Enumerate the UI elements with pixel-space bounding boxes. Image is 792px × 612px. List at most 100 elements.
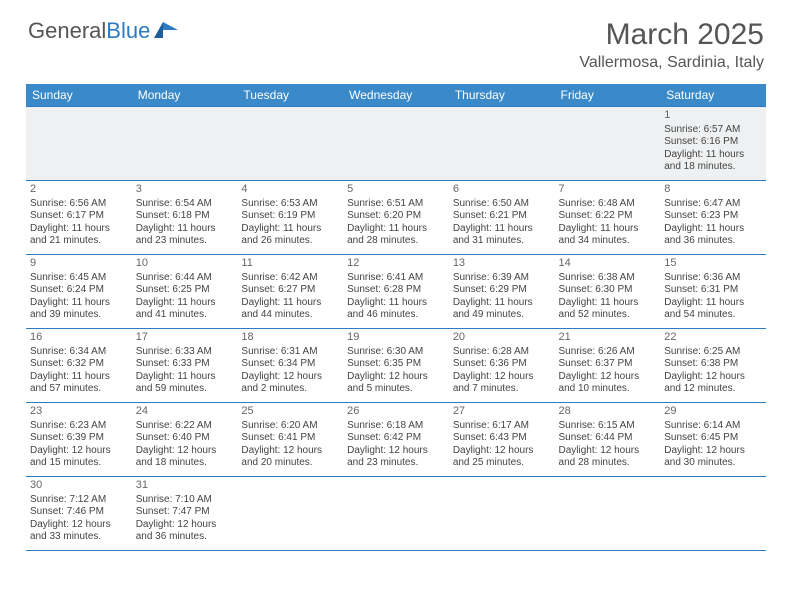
sunset-line: Sunset: 6:18 PM [136, 210, 234, 223]
daylight-line: Daylight: 11 hours and 49 minutes. [453, 297, 551, 322]
calendar-cell: 3Sunrise: 6:54 AMSunset: 6:18 PMDaylight… [132, 181, 238, 255]
daylight-line: Daylight: 12 hours and 36 minutes. [136, 519, 234, 544]
day-number: 14 [559, 257, 657, 271]
day-number: 23 [30, 405, 128, 419]
sunrise-line: Sunrise: 6:15 AM [559, 420, 657, 433]
day-number: 9 [30, 257, 128, 271]
day-number: 30 [30, 479, 128, 493]
sunrise-line: Sunrise: 6:51 AM [347, 198, 445, 211]
sunset-line: Sunset: 6:36 PM [453, 358, 551, 371]
daylight-line: Daylight: 12 hours and 20 minutes. [241, 445, 339, 470]
sunset-line: Sunset: 6:33 PM [136, 358, 234, 371]
sunset-line: Sunset: 6:34 PM [241, 358, 339, 371]
day-header: Sunday [26, 84, 132, 107]
sunrise-line: Sunrise: 6:30 AM [347, 346, 445, 359]
sunrise-line: Sunrise: 6:39 AM [453, 272, 551, 285]
day-number: 5 [347, 183, 445, 197]
sunrise-line: Sunrise: 6:31 AM [241, 346, 339, 359]
day-number: 16 [30, 331, 128, 345]
calendar-cell [343, 477, 449, 551]
calendar-cell: 10Sunrise: 6:44 AMSunset: 6:25 PMDayligh… [132, 255, 238, 329]
daylight-line: Daylight: 12 hours and 7 minutes. [453, 371, 551, 396]
sunrise-line: Sunrise: 6:26 AM [559, 346, 657, 359]
calendar-cell [555, 107, 661, 181]
daylight-line: Daylight: 11 hours and 39 minutes. [30, 297, 128, 322]
calendar-cell: 25Sunrise: 6:20 AMSunset: 6:41 PMDayligh… [237, 403, 343, 477]
daylight-line: Daylight: 12 hours and 10 minutes. [559, 371, 657, 396]
daylight-line: Daylight: 11 hours and 44 minutes. [241, 297, 339, 322]
day-number: 25 [241, 405, 339, 419]
sunset-line: Sunset: 7:47 PM [136, 506, 234, 519]
daylight-line: Daylight: 11 hours and 34 minutes. [559, 223, 657, 248]
calendar-cell: 17Sunrise: 6:33 AMSunset: 6:33 PMDayligh… [132, 329, 238, 403]
calendar-cell: 19Sunrise: 6:30 AMSunset: 6:35 PMDayligh… [343, 329, 449, 403]
sunset-line: Sunset: 6:24 PM [30, 284, 128, 297]
calendar-cell [449, 107, 555, 181]
sunset-line: Sunset: 6:39 PM [30, 432, 128, 445]
sunrise-line: Sunrise: 6:36 AM [664, 272, 762, 285]
day-number: 22 [664, 331, 762, 345]
calendar-cell: 23Sunrise: 6:23 AMSunset: 6:39 PMDayligh… [26, 403, 132, 477]
calendar-cell: 21Sunrise: 6:26 AMSunset: 6:37 PMDayligh… [555, 329, 661, 403]
flag-icon [154, 18, 180, 44]
calendar-cell: 26Sunrise: 6:18 AMSunset: 6:42 PMDayligh… [343, 403, 449, 477]
sunrise-line: Sunrise: 6:50 AM [453, 198, 551, 211]
day-number: 4 [241, 183, 339, 197]
day-header: Friday [555, 84, 661, 107]
calendar-body: 1Sunrise: 6:57 AMSunset: 6:16 PMDaylight… [26, 107, 766, 551]
daylight-line: Daylight: 11 hours and 26 minutes. [241, 223, 339, 248]
calendar-cell [26, 107, 132, 181]
calendar-cell: 8Sunrise: 6:47 AMSunset: 6:23 PMDaylight… [660, 181, 766, 255]
calendar-cell: 5Sunrise: 6:51 AMSunset: 6:20 PMDaylight… [343, 181, 449, 255]
day-header: Tuesday [237, 84, 343, 107]
sunset-line: Sunset: 7:46 PM [30, 506, 128, 519]
calendar-cell: 14Sunrise: 6:38 AMSunset: 6:30 PMDayligh… [555, 255, 661, 329]
sunrise-line: Sunrise: 6:38 AM [559, 272, 657, 285]
title-block: March 2025 Vallermosa, Sardinia, Italy [579, 18, 764, 72]
calendar-cell [660, 477, 766, 551]
sunrise-line: Sunrise: 6:23 AM [30, 420, 128, 433]
calendar-cell: 31Sunrise: 7:10 AMSunset: 7:47 PMDayligh… [132, 477, 238, 551]
header: GeneralBlue March 2025 Vallermosa, Sardi… [0, 0, 792, 78]
day-number: 3 [136, 183, 234, 197]
calendar-cell: 13Sunrise: 6:39 AMSunset: 6:29 PMDayligh… [449, 255, 555, 329]
sunset-line: Sunset: 6:28 PM [347, 284, 445, 297]
sunset-line: Sunset: 6:23 PM [664, 210, 762, 223]
calendar-cell [237, 107, 343, 181]
sunrise-line: Sunrise: 6:47 AM [664, 198, 762, 211]
sunset-line: Sunset: 6:45 PM [664, 432, 762, 445]
page-title: March 2025 [579, 18, 764, 52]
day-number: 21 [559, 331, 657, 345]
calendar-header-row: SundayMondayTuesdayWednesdayThursdayFrid… [26, 84, 766, 107]
day-header: Saturday [660, 84, 766, 107]
daylight-line: Daylight: 11 hours and 54 minutes. [664, 297, 762, 322]
sunrise-line: Sunrise: 6:28 AM [453, 346, 551, 359]
brand-logo: GeneralBlue [28, 18, 180, 44]
daylight-line: Daylight: 11 hours and 59 minutes. [136, 371, 234, 396]
logo-text-general: General [28, 18, 106, 44]
sunrise-line: Sunrise: 6:14 AM [664, 420, 762, 433]
sunset-line: Sunset: 6:40 PM [136, 432, 234, 445]
sunrise-line: Sunrise: 6:44 AM [136, 272, 234, 285]
daylight-line: Daylight: 12 hours and 23 minutes. [347, 445, 445, 470]
calendar-cell: 18Sunrise: 6:31 AMSunset: 6:34 PMDayligh… [237, 329, 343, 403]
sunrise-line: Sunrise: 6:41 AM [347, 272, 445, 285]
sunrise-line: Sunrise: 6:48 AM [559, 198, 657, 211]
day-number: 6 [453, 183, 551, 197]
day-number: 11 [241, 257, 339, 271]
day-number: 29 [664, 405, 762, 419]
sunset-line: Sunset: 6:41 PM [241, 432, 339, 445]
day-number: 26 [347, 405, 445, 419]
sunset-line: Sunset: 6:25 PM [136, 284, 234, 297]
sunrise-line: Sunrise: 6:34 AM [30, 346, 128, 359]
calendar-cell: 22Sunrise: 6:25 AMSunset: 6:38 PMDayligh… [660, 329, 766, 403]
sunset-line: Sunset: 6:19 PM [241, 210, 339, 223]
day-header: Wednesday [343, 84, 449, 107]
sunset-line: Sunset: 6:27 PM [241, 284, 339, 297]
sunset-line: Sunset: 6:35 PM [347, 358, 445, 371]
sunset-line: Sunset: 6:42 PM [347, 432, 445, 445]
day-number: 20 [453, 331, 551, 345]
calendar-cell: 2Sunrise: 6:56 AMSunset: 6:17 PMDaylight… [26, 181, 132, 255]
day-header: Monday [132, 84, 238, 107]
calendar-cell [449, 477, 555, 551]
